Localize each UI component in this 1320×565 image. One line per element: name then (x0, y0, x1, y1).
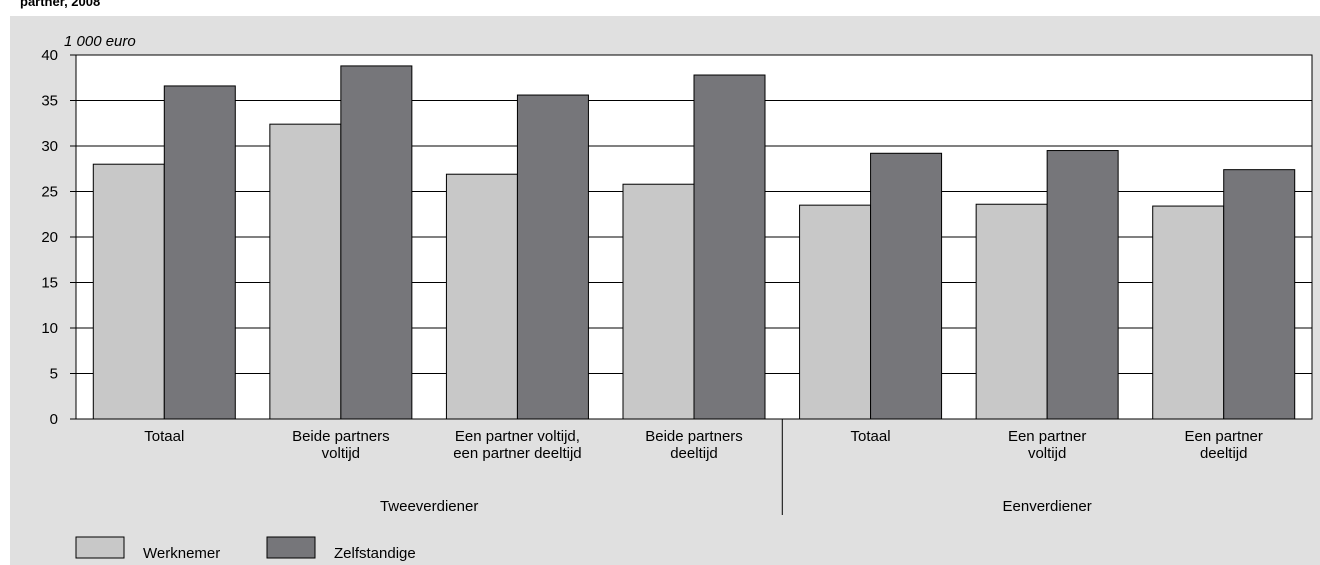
legend-swatch-werknemer (75, 536, 125, 559)
y-tick-label: 20 (41, 229, 58, 246)
bar-zelfstandige-4 (870, 152, 943, 420)
legend-label: Werknemer (143, 545, 220, 562)
group-label: Tweeverdiener (380, 498, 478, 515)
bar-werknemer-5 (975, 203, 1048, 420)
x-axis: Totaal Beide partners voltijd Een partner v… (144, 428, 1263, 462)
y-tick-label: 15 (41, 275, 58, 292)
legend-swatch-zelfstandige (266, 536, 316, 559)
bar-werknemer-6 (1152, 205, 1225, 420)
x-tick-label: Totaal (851, 428, 891, 445)
y-unit-label: 1 000 euro (64, 33, 136, 50)
bar-zelfstandige-6 (1223, 169, 1296, 420)
x-tick-label: Beide partners voltijd (292, 428, 390, 462)
y-tick-label: 10 (41, 320, 58, 337)
x-tick-label: Een partner deeltijd (1185, 428, 1263, 462)
bar-zelfstandige-1 (340, 65, 413, 420)
y-tick-label: 40 (41, 47, 58, 64)
x-tick-label: Beide partners deeltijd (645, 428, 743, 462)
x-tick-label: Een partner voltijd (1008, 428, 1086, 462)
bar-zelfstandige-2 (516, 94, 589, 420)
bar-werknemer-4 (799, 204, 872, 420)
y-tick-label: 35 (41, 93, 58, 110)
bar-zelfstandige-5 (1046, 150, 1119, 420)
group-label: Eenverdiener (1003, 498, 1092, 515)
x-tick-label: Een partner voltijd, een partner deeltijd (453, 428, 581, 462)
y-tick-label: 30 (41, 138, 58, 155)
legend-label: Zelfstandige (334, 545, 416, 562)
y-tick-label: 25 (41, 184, 58, 201)
x-tick-label: Totaal (144, 428, 184, 445)
y-tick-label: 0 (50, 411, 58, 428)
bar-zelfstandige-3 (693, 74, 766, 420)
bar-werknemer-2 (445, 173, 518, 420)
bar-werknemer-0 (92, 163, 165, 420)
bars (92, 65, 1296, 420)
bar-werknemer-1 (269, 123, 342, 420)
group-labels: Tweeverdiener Eenverdiener (380, 419, 1092, 515)
chart-title-fragment: partner, 2008 (20, 0, 101, 9)
y-tick-label: 5 (50, 366, 58, 383)
y-axis: 0 5 10 15 20 25 30 35 40 (41, 47, 76, 428)
legend: Werknemer Zelfstandige (75, 536, 416, 562)
bar-zelfstandige-0 (163, 85, 236, 420)
bar-werknemer-3 (622, 183, 695, 420)
